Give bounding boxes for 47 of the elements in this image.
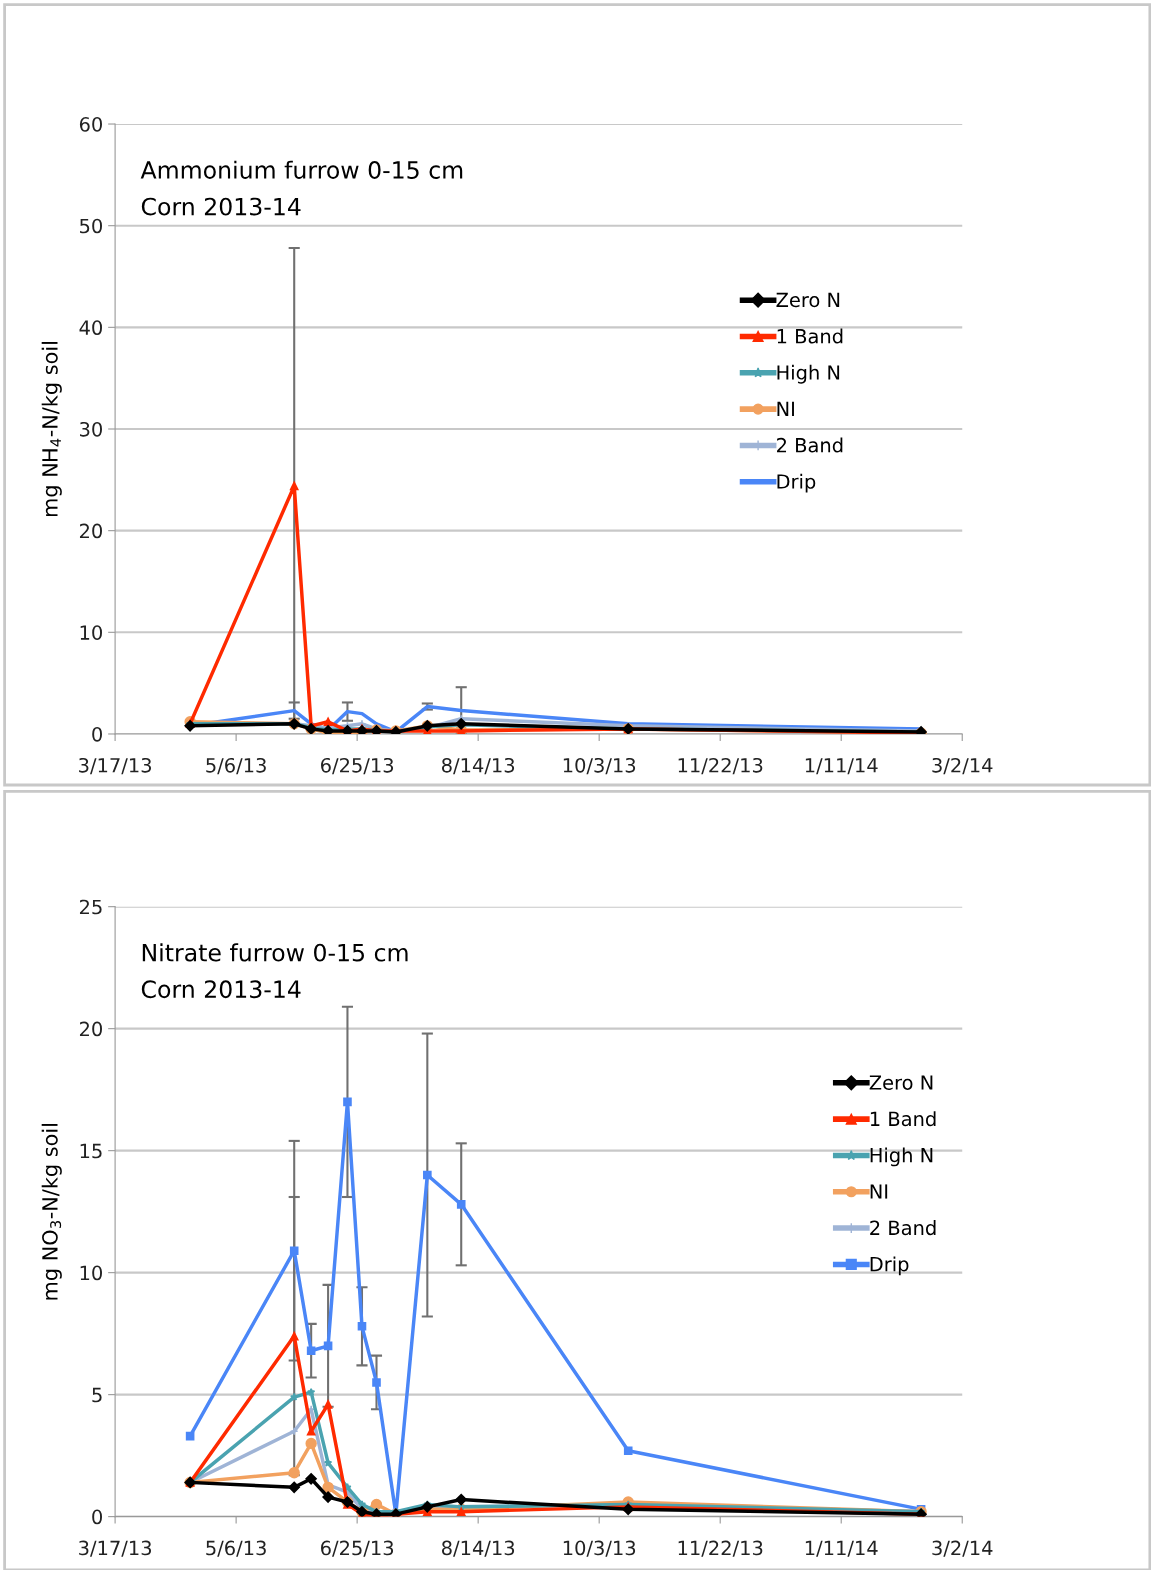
legend-label: NI [777, 401, 794, 416]
y-tick-label: 20 [79, 1021, 102, 1037]
y-tick-label: 15 [80, 1143, 102, 1159]
legend-label: 1 Band [870, 1111, 936, 1127]
y-tick-label: 30 [80, 421, 102, 437]
y-axis-title: mg NO$_{3}$-N/kg soil [41, 1124, 62, 1300]
text: Corn 2013-14 [141, 197, 301, 216]
legend-label: High N [870, 1147, 933, 1167]
y-axis-title: mg NH$_{4}$-N/kg soil [41, 342, 62, 517]
y-tick-label: 5 [92, 1387, 102, 1403]
legend-label: 2 Band [777, 437, 843, 453]
legend-label: Drip [777, 473, 816, 493]
x-tick-label: 11/22/13 [678, 757, 763, 775]
x-tick-label: 3/17/13 [79, 1540, 152, 1557]
x-tick-label: 3/2/14 [932, 757, 993, 775]
y-tick-label: 50 [80, 218, 102, 234]
x-tick-label: 6/25/13 [321, 1540, 394, 1557]
x-tick-label: 3/2/14 [932, 1540, 993, 1557]
x-tick-label: 3/17/13 [79, 757, 152, 775]
y-tick-label: 0 [92, 1509, 102, 1525]
x-tick-label: 1/11/14 [805, 758, 878, 775]
legend-label: NI [870, 1184, 888, 1199]
x-tick-label: 1/11/14 [805, 1540, 878, 1557]
x-tick-label: 8/14/13 [442, 757, 515, 775]
y-tick-label: 10 [80, 1265, 102, 1281]
x-tick-label: 6/25/13 [321, 757, 394, 775]
legend-label: Zero N [776, 292, 840, 308]
text: Ammonium furrow 0-15 cm [140, 160, 463, 179]
y-tick-label: 10 [80, 625, 102, 640]
x-tick-label: 11/22/13 [678, 1540, 763, 1557]
x-tick-label: 10/3/13 [563, 1540, 636, 1557]
y-tick-label: 25 [79, 899, 102, 915]
legend-label: 2 Band [870, 1220, 936, 1236]
x-tick-label: 10/3/13 [563, 757, 636, 775]
y-tick-label: 60 [79, 116, 102, 132]
y-tick-label: 0 [92, 726, 102, 742]
legend-label: High N [777, 364, 840, 384]
y-tick-label: 40 [79, 320, 102, 336]
legend-label: Zero N [869, 1075, 933, 1090]
text: Corn 2013-14 [141, 980, 301, 999]
text: Nitrate furrow 0-15 cm [142, 943, 408, 962]
legend-label: 1 Band [777, 328, 843, 344]
legend-label: Drip [870, 1256, 909, 1276]
x-tick-label: 5/6/13 [206, 757, 266, 775]
x-tick-label: 5/6/13 [206, 1540, 266, 1557]
y-tick-label: 20 [79, 523, 102, 539]
x-tick-label: 8/14/13 [442, 1540, 515, 1557]
